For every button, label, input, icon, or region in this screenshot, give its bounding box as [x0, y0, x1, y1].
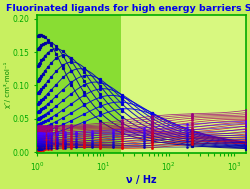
Y-axis label: χ″/ cm³·mol⁻¹: χ″/ cm³·mol⁻¹ — [4, 61, 11, 108]
Title: Fluorinated ligands for high energy barriers SMMs: Fluorinated ligands for high energy barr… — [6, 4, 250, 13]
Bar — [37, 15, 121, 153]
X-axis label: ν / Hz: ν / Hz — [126, 175, 157, 185]
